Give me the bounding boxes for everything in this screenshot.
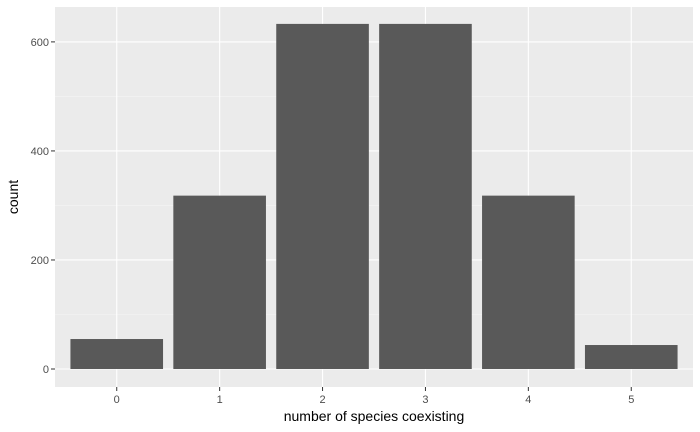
x-axis-title: number of species coexisting — [284, 408, 465, 424]
y-tick-label: 0 — [43, 364, 49, 376]
x-tick-label: 5 — [628, 394, 634, 406]
bar-1 — [173, 195, 266, 370]
bar-4 — [482, 195, 575, 370]
x-tick-label: 1 — [217, 394, 223, 406]
x-tick-label: 2 — [319, 394, 325, 406]
plot-panel — [55, 7, 693, 387]
x-tick-label: 3 — [422, 394, 428, 406]
bar-2 — [276, 23, 369, 370]
y-axis-title: count — [5, 180, 21, 214]
y-axis: 0 200 400 600 — [31, 37, 55, 376]
bar-0 — [70, 339, 164, 370]
x-axis: 0 1 2 3 4 5 — [114, 387, 634, 406]
x-tick-label: 4 — [525, 394, 531, 406]
minor-gridlines — [55, 96, 693, 315]
bar-5 — [584, 345, 678, 370]
bar-3 — [379, 23, 472, 370]
bars — [70, 23, 678, 370]
y-tick-label: 200 — [31, 255, 49, 267]
x-tick-label: 0 — [114, 394, 120, 406]
y-tick-label: 600 — [31, 37, 49, 49]
y-tick-label: 400 — [31, 146, 49, 158]
